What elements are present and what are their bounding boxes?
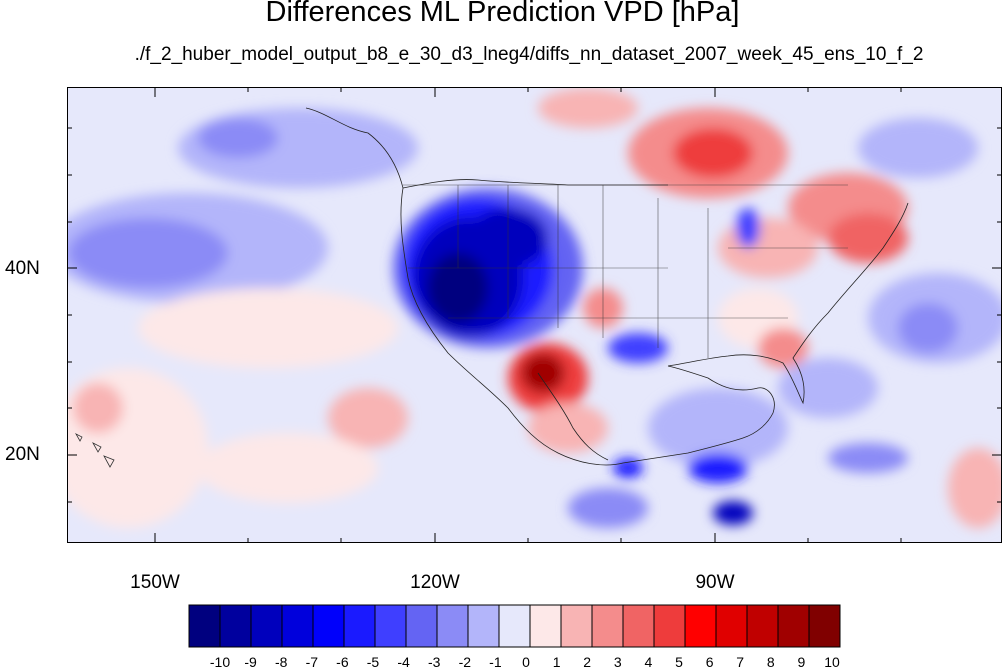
colorbar-tick-label: -4 (397, 654, 410, 670)
colorbar-box (250, 604, 283, 648)
colorbar-tick-label: -3 (427, 654, 441, 670)
colorbar-tick-label: 3 (613, 654, 622, 670)
colorbar-box (281, 604, 314, 648)
colorbar-box (405, 604, 438, 648)
lon-label-90w: 90W (695, 572, 735, 593)
lat-label-20n: 20N (5, 444, 40, 465)
field-patches (68, 88, 1001, 528)
colorbar-box (715, 604, 748, 648)
lon-label-150w: 150W (130, 572, 180, 593)
colorbar-box (219, 604, 252, 648)
map-subtitle: ./f_2_huber_model_output_b8_e_30_d3_lneg… (134, 44, 924, 65)
state-borders (403, 184, 848, 358)
colorbar-tick-label: 4 (644, 654, 653, 670)
colorbar-box (343, 604, 376, 648)
colorbar-tick-label: 7 (736, 654, 745, 670)
colorbar-box (467, 604, 500, 648)
colorbar-tick-label: 6 (705, 654, 714, 670)
colorbar-box (653, 604, 686, 648)
colorbar-box (529, 604, 562, 648)
colorbar-tick-label: -2 (458, 654, 472, 670)
colorbar-box (746, 604, 779, 648)
colorbar-tick-label: -1 (489, 654, 502, 670)
colorbar-tick-label: 8 (766, 654, 775, 670)
map-panel (67, 87, 1002, 543)
colorbar-box (188, 604, 221, 648)
lat-label-40n: 40N (5, 258, 40, 279)
colorbar-tick-label: -9 (244, 654, 257, 670)
colorbar-tick-label: 9 (797, 654, 806, 670)
colorbar-tick-label: -7 (305, 654, 319, 670)
colorbar-tick-label: -6 (336, 654, 349, 670)
hawaii-islands (74, 433, 115, 468)
colorbar-box (622, 604, 655, 648)
coastlines (305, 107, 909, 466)
colorbar-tick-label: 1 (552, 654, 561, 670)
vpd-difference-field (68, 88, 1001, 542)
colorbar-box (777, 604, 810, 648)
colorbar-tick-label: 2 (583, 654, 592, 670)
colorbar-box (498, 604, 531, 648)
colorbar-box (591, 604, 624, 648)
colorbar-box (312, 604, 345, 648)
colorbar-box (684, 604, 717, 648)
colorbar-tick-label: -10 (209, 654, 231, 670)
colorbar-tick-label: 5 (675, 654, 683, 670)
colorbar-tick-label: -5 (366, 654, 380, 670)
colorbar-box (436, 604, 469, 648)
map-title: Differences ML Prediction VPD [hPa] (265, 0, 740, 28)
colorbar-tick-label: 10 (824, 654, 840, 670)
colorbar-box (374, 604, 407, 648)
colorbar-tick-label: -8 (274, 654, 288, 670)
colorbar-box (808, 604, 841, 648)
lon-label-120w: 120W (410, 572, 460, 593)
colorbar-tick-label: 0 (522, 654, 530, 670)
colorbar-box (560, 604, 593, 648)
